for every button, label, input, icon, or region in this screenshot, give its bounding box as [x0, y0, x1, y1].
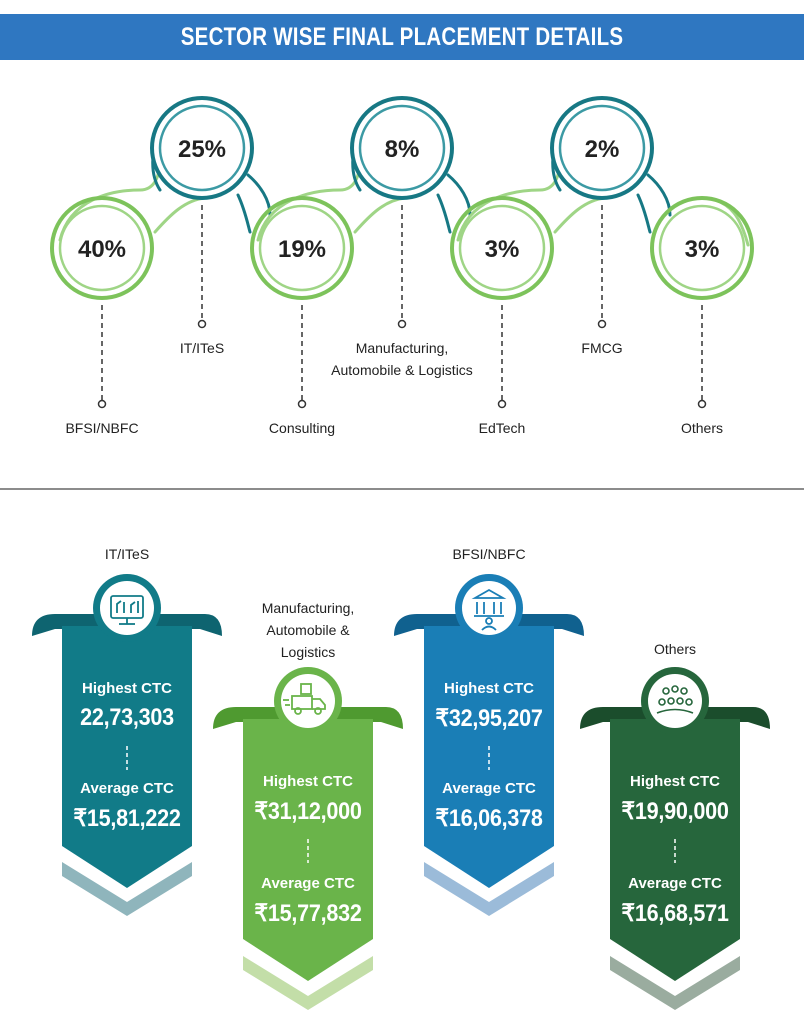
label-others: Others: [680, 420, 723, 436]
leader-dot: [297, 399, 307, 409]
leader-dot: [97, 399, 107, 409]
leader-dot: [197, 319, 207, 329]
percent-manufacturing: 8%: [385, 136, 420, 163]
average-ctc-value: ₹16,06,378: [435, 805, 543, 832]
highest-ctc-label: Highest CTC: [444, 680, 534, 697]
card-sector-it: IT/ITeS: [104, 546, 150, 562]
average-ctc-label: Average CTC: [80, 780, 174, 797]
page-title: SECTOR WISE FINAL PLACEMENT DETAILS: [180, 23, 624, 51]
highest-ctc-value: 22,73,303: [80, 704, 174, 731]
leader-dot: [397, 319, 407, 329]
title-banner: SECTOR WISE FINAL PLACEMENT DETAILS: [0, 14, 804, 60]
leader-dot: [497, 399, 507, 409]
circle-it: [150, 96, 254, 200]
label-bfsi: BFSI/NBFC: [65, 420, 139, 436]
average-ctc-value: ₹15,77,832: [254, 900, 362, 927]
card-sector-bfsi: BFSI/NBFC: [452, 546, 526, 562]
percent-fmcg: 2%: [585, 136, 620, 163]
circle-edtech: [450, 196, 554, 300]
circle-others: [650, 196, 754, 300]
leader-dot: [597, 319, 607, 329]
highest-ctc-label: Highest CTC: [82, 680, 172, 697]
circle-consulting: [250, 196, 354, 300]
card-sector-others: Others: [653, 641, 696, 657]
circle-bfsi: [50, 196, 154, 300]
section-divider: [0, 488, 804, 490]
ctc-cards: [32, 574, 770, 1010]
label-manufacturing: Manufacturing, Automobile & Logistics: [331, 340, 473, 378]
highest-ctc-value: ₹32,95,207: [435, 705, 543, 732]
highest-ctc-value: ₹19,90,000: [621, 798, 729, 825]
sector-diagram: 40% 25% 19% 8% 3% 2% 3%: [50, 96, 754, 409]
label-fmcg: FMCG: [581, 340, 623, 356]
percent-bfsi: 40%: [78, 236, 126, 263]
delivery-truck-icon: [283, 683, 326, 715]
card-sector-manufacturing: Manufacturing, Automobile & Logistics: [261, 600, 355, 660]
bank-icon: [471, 588, 507, 631]
percent-consulting: 19%: [278, 236, 326, 263]
monitor-circuit-icon: [110, 595, 144, 625]
percent-others: 3%: [685, 236, 720, 263]
average-ctc-value: ₹16,68,571: [621, 900, 729, 927]
highest-ctc-value: ₹31,12,000: [254, 798, 362, 825]
label-it: IT/ITeS: [179, 340, 225, 356]
average-ctc-label: Average CTC: [442, 780, 536, 797]
ctc-card-manufacturing: [213, 667, 403, 1010]
leader-dot: [697, 399, 707, 409]
circle-manufacturing: [350, 96, 454, 200]
label-consulting: Consulting: [268, 420, 336, 436]
average-ctc-label: Average CTC: [628, 875, 722, 892]
ctc-card-it: [32, 574, 222, 916]
circle-fmcg: [550, 96, 654, 200]
ctc-card-bfsi: [394, 574, 584, 916]
highest-ctc-label: Highest CTC: [263, 773, 353, 790]
percent-edtech: 3%: [485, 236, 520, 263]
highest-ctc-label: Highest CTC: [630, 773, 720, 790]
average-ctc-value: ₹15,81,222: [73, 805, 181, 832]
label-edtech: EdTech: [478, 420, 526, 436]
percent-it: 25%: [178, 136, 226, 163]
people-group-icon: [656, 685, 694, 714]
ctc-card-others: [580, 667, 770, 1010]
average-ctc-label: Average CTC: [261, 875, 355, 892]
